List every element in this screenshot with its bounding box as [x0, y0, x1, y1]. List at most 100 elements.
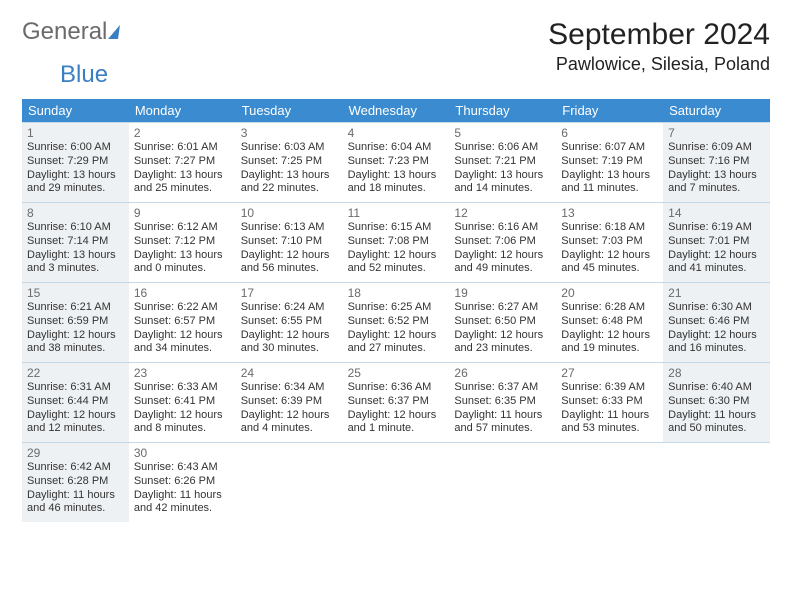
day-header: Tuesday — [236, 99, 343, 122]
calendar-cell-empty — [663, 442, 770, 522]
day-number: 10 — [241, 206, 338, 220]
cell-line-sunset: Sunset: 6:57 PM — [134, 315, 231, 329]
cell-line-sunset: Sunset: 7:16 PM — [668, 155, 765, 169]
day-number: 6 — [561, 126, 658, 140]
calendar-cell-empty — [556, 442, 663, 522]
cell-line-day2: and 29 minutes. — [27, 182, 124, 196]
cell-line-sunrise: Sunrise: 6:28 AM — [561, 301, 658, 315]
cell-line-sunset: Sunset: 7:19 PM — [561, 155, 658, 169]
calendar-cell: 13Sunrise: 6:18 AMSunset: 7:03 PMDayligh… — [556, 202, 663, 282]
cell-line-day2: and 38 minutes. — [27, 342, 124, 356]
cell-line-sunset: Sunset: 7:29 PM — [27, 155, 124, 169]
calendar-cell: 10Sunrise: 6:13 AMSunset: 7:10 PMDayligh… — [236, 202, 343, 282]
calendar-cell: 15Sunrise: 6:21 AMSunset: 6:59 PMDayligh… — [22, 282, 129, 362]
cell-line-sunset: Sunset: 6:48 PM — [561, 315, 658, 329]
cell-line-day2: and 34 minutes. — [134, 342, 231, 356]
cell-line-sunset: Sunset: 6:28 PM — [27, 475, 124, 489]
cell-line-sunrise: Sunrise: 6:42 AM — [27, 461, 124, 475]
cell-line-day1: Daylight: 12 hours — [561, 329, 658, 343]
cell-line-day1: Daylight: 13 hours — [668, 169, 765, 183]
calendar-cell: 18Sunrise: 6:25 AMSunset: 6:52 PMDayligh… — [343, 282, 450, 362]
cell-line-day2: and 4 minutes. — [241, 422, 338, 436]
cell-line-day1: Daylight: 11 hours — [454, 409, 551, 423]
calendar-cell: 22Sunrise: 6:31 AMSunset: 6:44 PMDayligh… — [22, 362, 129, 442]
cell-line-sunset: Sunset: 7:23 PM — [348, 155, 445, 169]
calendar-cell: 16Sunrise: 6:22 AMSunset: 6:57 PMDayligh… — [129, 282, 236, 362]
calendar-cell: 1Sunrise: 6:00 AMSunset: 7:29 PMDaylight… — [22, 122, 129, 202]
cell-line-day2: and 16 minutes. — [668, 342, 765, 356]
cell-line-day1: Daylight: 12 hours — [454, 249, 551, 263]
cell-line-day2: and 46 minutes. — [27, 502, 124, 516]
cell-line-sunrise: Sunrise: 6:30 AM — [668, 301, 765, 315]
calendar-cell: 3Sunrise: 6:03 AMSunset: 7:25 PMDaylight… — [236, 122, 343, 202]
day-number: 8 — [27, 206, 124, 220]
cell-line-sunset: Sunset: 7:21 PM — [454, 155, 551, 169]
cell-line-sunset: Sunset: 6:33 PM — [561, 395, 658, 409]
cell-line-sunset: Sunset: 6:30 PM — [668, 395, 765, 409]
cell-line-day1: Daylight: 12 hours — [348, 249, 445, 263]
day-number: 2 — [134, 126, 231, 140]
cell-line-day2: and 12 minutes. — [27, 422, 124, 436]
cell-line-day1: Daylight: 11 hours — [134, 489, 231, 503]
day-number: 30 — [134, 446, 231, 460]
day-number: 11 — [348, 206, 445, 220]
cell-line-sunset: Sunset: 6:46 PM — [668, 315, 765, 329]
cell-line-sunrise: Sunrise: 6:04 AM — [348, 141, 445, 155]
calendar-cell: 21Sunrise: 6:30 AMSunset: 6:46 PMDayligh… — [663, 282, 770, 362]
cell-line-sunrise: Sunrise: 6:15 AM — [348, 221, 445, 235]
calendar-cell: 30Sunrise: 6:43 AMSunset: 6:26 PMDayligh… — [129, 442, 236, 522]
cell-line-sunrise: Sunrise: 6:43 AM — [134, 461, 231, 475]
calendar-cell-empty — [236, 442, 343, 522]
day-header: Friday — [556, 99, 663, 122]
calendar-cell: 14Sunrise: 6:19 AMSunset: 7:01 PMDayligh… — [663, 202, 770, 282]
cell-line-sunrise: Sunrise: 6:12 AM — [134, 221, 231, 235]
cell-line-day1: Daylight: 12 hours — [348, 329, 445, 343]
cell-line-sunrise: Sunrise: 6:13 AM — [241, 221, 338, 235]
calendar-cell: 19Sunrise: 6:27 AMSunset: 6:50 PMDayligh… — [449, 282, 556, 362]
cell-line-sunrise: Sunrise: 6:22 AM — [134, 301, 231, 315]
cell-line-day2: and 8 minutes. — [134, 422, 231, 436]
calendar-grid: SundayMondayTuesdayWednesdayThursdayFrid… — [22, 99, 770, 522]
cell-line-sunrise: Sunrise: 6:21 AM — [27, 301, 124, 315]
calendar-cell: 17Sunrise: 6:24 AMSunset: 6:55 PMDayligh… — [236, 282, 343, 362]
calendar-cell: 24Sunrise: 6:34 AMSunset: 6:39 PMDayligh… — [236, 362, 343, 442]
calendar-cell: 8Sunrise: 6:10 AMSunset: 7:14 PMDaylight… — [22, 202, 129, 282]
cell-line-sunrise: Sunrise: 6:10 AM — [27, 221, 124, 235]
cell-line-day2: and 14 minutes. — [454, 182, 551, 196]
day-number: 7 — [668, 126, 765, 140]
day-number: 24 — [241, 366, 338, 380]
day-number: 21 — [668, 286, 765, 300]
cell-line-day2: and 19 minutes. — [561, 342, 658, 356]
calendar-cell-empty — [343, 442, 450, 522]
cell-line-day1: Daylight: 13 hours — [27, 169, 124, 183]
cell-line-day1: Daylight: 12 hours — [241, 249, 338, 263]
cell-line-sunset: Sunset: 6:26 PM — [134, 475, 231, 489]
cell-line-day2: and 0 minutes. — [134, 262, 231, 276]
day-number: 3 — [241, 126, 338, 140]
logo-triangle-icon — [108, 25, 120, 39]
day-number: 14 — [668, 206, 765, 220]
cell-line-sunrise: Sunrise: 6:25 AM — [348, 301, 445, 315]
day-number: 20 — [561, 286, 658, 300]
cell-line-sunrise: Sunrise: 6:03 AM — [241, 141, 338, 155]
cell-line-day1: Daylight: 12 hours — [134, 409, 231, 423]
cell-line-sunset: Sunset: 7:14 PM — [27, 235, 124, 249]
cell-line-day1: Daylight: 12 hours — [241, 329, 338, 343]
location: Pawlowice, Silesia, Poland — [548, 54, 770, 75]
logo: General — [22, 18, 119, 46]
calendar-cell: 5Sunrise: 6:06 AMSunset: 7:21 PMDaylight… — [449, 122, 556, 202]
cell-line-sunset: Sunset: 6:39 PM — [241, 395, 338, 409]
cell-line-sunset: Sunset: 7:03 PM — [561, 235, 658, 249]
day-number: 9 — [134, 206, 231, 220]
cell-line-sunset: Sunset: 7:27 PM — [134, 155, 231, 169]
cell-line-sunrise: Sunrise: 6:27 AM — [454, 301, 551, 315]
cell-line-sunset: Sunset: 7:08 PM — [348, 235, 445, 249]
cell-line-day2: and 7 minutes. — [668, 182, 765, 196]
cell-line-sunrise: Sunrise: 6:40 AM — [668, 381, 765, 395]
title-block: September 2024 Pawlowice, Silesia, Polan… — [548, 18, 770, 75]
logo-word2: Blue — [60, 61, 108, 88]
cell-line-sunset: Sunset: 6:52 PM — [348, 315, 445, 329]
day-number: 1 — [27, 126, 124, 140]
day-number: 15 — [27, 286, 124, 300]
cell-line-day1: Daylight: 12 hours — [241, 409, 338, 423]
